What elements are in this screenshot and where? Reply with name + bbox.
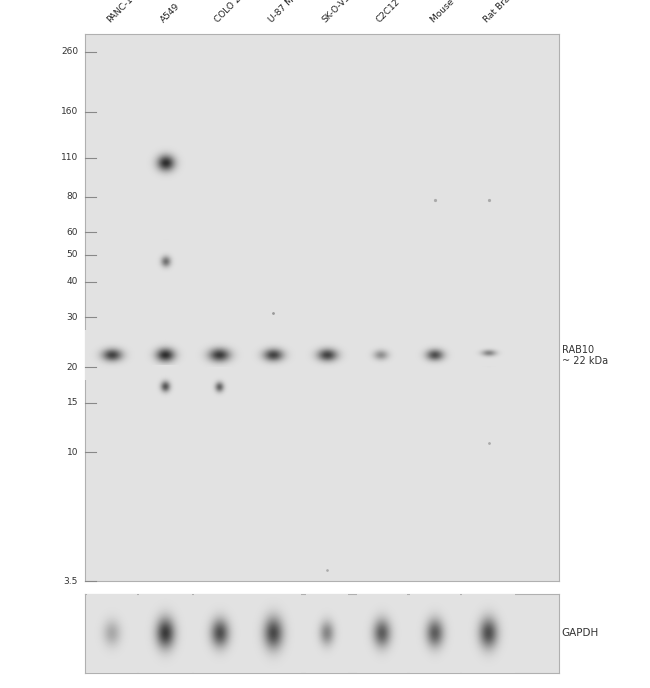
Text: 20: 20 xyxy=(67,363,78,372)
Text: 80: 80 xyxy=(66,193,78,202)
Text: 50: 50 xyxy=(66,250,78,259)
Text: 15: 15 xyxy=(66,398,78,407)
Text: 110: 110 xyxy=(61,153,78,162)
Text: 40: 40 xyxy=(67,277,78,286)
Text: 60: 60 xyxy=(66,228,78,237)
Text: COLO 205: COLO 205 xyxy=(213,0,251,25)
Text: 10: 10 xyxy=(66,448,78,457)
Text: U-87 MG: U-87 MG xyxy=(267,0,301,25)
Text: A549: A549 xyxy=(159,1,182,25)
Text: C2C12: C2C12 xyxy=(374,0,402,25)
Text: RAB10
~ 22 kDa: RAB10 ~ 22 kDa xyxy=(562,345,608,366)
Text: 160: 160 xyxy=(61,107,78,116)
Text: 260: 260 xyxy=(61,47,78,56)
Text: Mouse Brain: Mouse Brain xyxy=(428,0,474,25)
Text: Rat Brain: Rat Brain xyxy=(482,0,519,25)
Text: SK-O-V3: SK-O-V3 xyxy=(321,0,352,25)
Text: 3.5: 3.5 xyxy=(64,577,78,586)
Text: 30: 30 xyxy=(66,313,78,322)
Text: GAPDH: GAPDH xyxy=(562,628,599,638)
Text: PANC-1: PANC-1 xyxy=(105,0,135,25)
